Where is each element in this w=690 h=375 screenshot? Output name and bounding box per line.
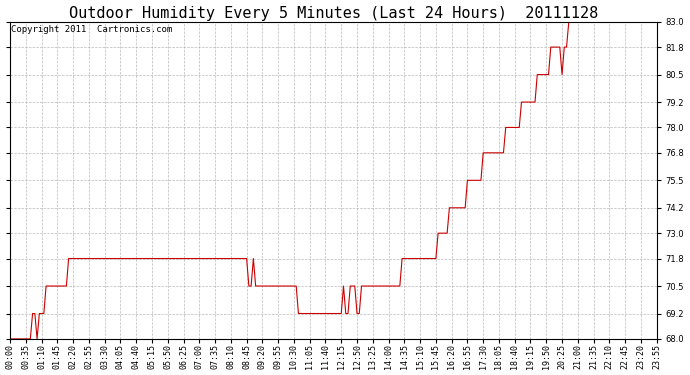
Title: Outdoor Humidity Every 5 Minutes (Last 24 Hours)  20111128: Outdoor Humidity Every 5 Minutes (Last 2…	[69, 6, 598, 21]
Text: Copyright 2011  Cartronics.com: Copyright 2011 Cartronics.com	[11, 25, 172, 34]
